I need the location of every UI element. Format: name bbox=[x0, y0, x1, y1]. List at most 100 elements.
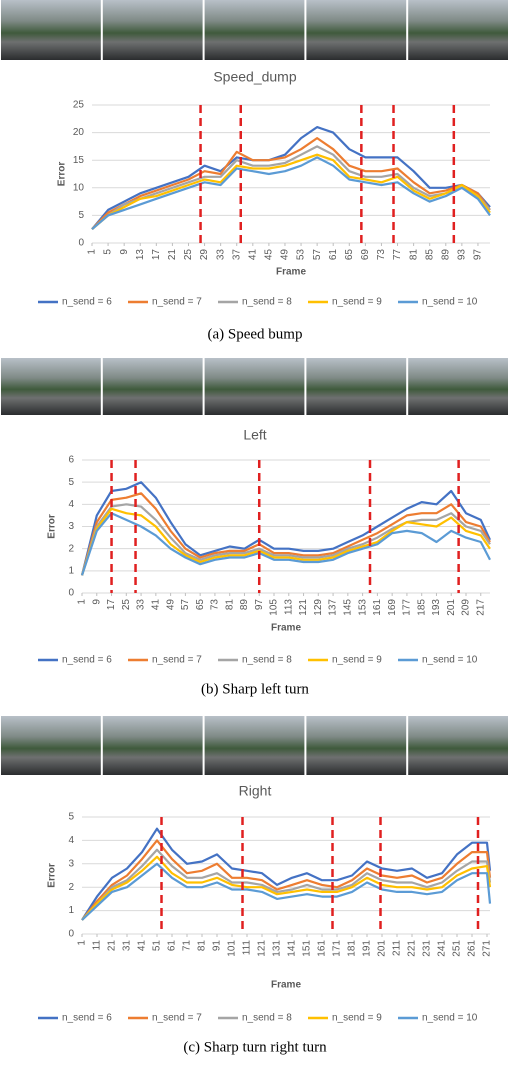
y-axis-label: Error bbox=[57, 162, 68, 187]
x-tick-label: 141 bbox=[287, 940, 298, 957]
series-line bbox=[81, 848, 492, 921]
y-axis-label: Error bbox=[47, 514, 58, 539]
series-line bbox=[91, 137, 491, 230]
x-tick-label: 21 bbox=[107, 940, 118, 952]
x-tick-label: 81 bbox=[224, 599, 235, 611]
x-tick-label: 73 bbox=[210, 599, 221, 611]
legend-label: n_send = 7 bbox=[152, 297, 202, 308]
legend-label: n_send = 7 bbox=[152, 1013, 202, 1024]
x-tick-label: 241 bbox=[437, 940, 448, 957]
caption: (b) Sharp left turn bbox=[201, 681, 309, 697]
x-tick-label: 31 bbox=[122, 940, 133, 952]
x-tick-label: 121 bbox=[298, 599, 309, 616]
x-tick-label: 221 bbox=[407, 940, 418, 957]
x-tick-label: 181 bbox=[347, 940, 358, 957]
x-tick-label: 33 bbox=[136, 599, 147, 611]
x-tick-label: 145 bbox=[342, 599, 353, 616]
frame-image bbox=[1, 716, 101, 775]
x-tick-label: 25 bbox=[183, 249, 194, 261]
frame-image bbox=[408, 0, 508, 60]
chart-title: Right bbox=[239, 783, 272, 799]
x-tick-label: 97 bbox=[473, 249, 484, 261]
y-tick-label: 20 bbox=[73, 127, 85, 138]
series-line bbox=[80, 512, 491, 576]
x-tick-label: 91 bbox=[212, 940, 223, 952]
x-tick-label: 171 bbox=[332, 940, 343, 957]
x-tick-label: 137 bbox=[328, 599, 339, 616]
x-tick-label: 13 bbox=[135, 249, 146, 261]
x-tick-label: 61 bbox=[328, 249, 339, 261]
chart-title: Left bbox=[243, 427, 266, 443]
x-tick-label: 41 bbox=[137, 940, 148, 952]
x-tick-label: 97 bbox=[254, 599, 265, 611]
legend-label: n_send = 6 bbox=[62, 655, 112, 666]
x-tick-label: 201 bbox=[377, 940, 388, 957]
x-axis-label: Frame bbox=[276, 267, 306, 278]
x-tick-label: 217 bbox=[475, 599, 486, 616]
x-axis-label: Frame bbox=[271, 623, 301, 634]
x-tick-label: 169 bbox=[387, 599, 398, 616]
x-tick-label: 261 bbox=[467, 940, 478, 957]
x-tick-label: 89 bbox=[239, 599, 250, 611]
x-tick-label: 1 bbox=[87, 249, 98, 255]
x-tick-label: 25 bbox=[121, 599, 132, 611]
y-tick-label: 5 bbox=[78, 210, 84, 221]
frame-image bbox=[306, 358, 407, 415]
frame-image bbox=[306, 0, 407, 60]
series-line bbox=[91, 126, 491, 230]
series-line bbox=[80, 492, 491, 576]
x-tick-label: 121 bbox=[257, 940, 268, 957]
x-tick-label: 21 bbox=[167, 249, 178, 261]
x-tick-label: 11 bbox=[92, 940, 103, 951]
x-tick-label: 1 bbox=[77, 599, 88, 605]
x-tick-label: 85 bbox=[424, 249, 435, 261]
x-tick-label: 65 bbox=[195, 599, 206, 611]
frame-image bbox=[204, 716, 305, 775]
y-tick-label: 0 bbox=[68, 929, 74, 940]
x-tick-label: 81 bbox=[408, 249, 419, 261]
y-tick-label: 4 bbox=[68, 835, 74, 846]
x-tick-label: 41 bbox=[247, 249, 258, 261]
legend-label: n_send = 6 bbox=[62, 297, 112, 308]
legend-label: n_send = 9 bbox=[332, 1013, 382, 1024]
x-tick-label: 89 bbox=[440, 249, 451, 261]
x-tick-label: 81 bbox=[197, 940, 208, 952]
x-tick-label: 57 bbox=[312, 249, 323, 261]
legend-label: n_send = 7 bbox=[152, 655, 202, 666]
legend-label: n_send = 6 bbox=[62, 1013, 112, 1024]
series-line bbox=[81, 827, 492, 921]
x-tick-label: 1 bbox=[77, 940, 88, 946]
x-tick-label: 49 bbox=[280, 249, 291, 261]
legend-label: n_send = 10 bbox=[422, 1013, 478, 1024]
frame-image bbox=[1, 358, 101, 415]
y-tick-label: 6 bbox=[68, 455, 74, 466]
series-line bbox=[81, 839, 492, 921]
y-tick-label: 3 bbox=[68, 521, 74, 532]
x-tick-label: 93 bbox=[456, 249, 467, 261]
y-tick-label: 1 bbox=[68, 905, 74, 916]
x-tick-label: 33 bbox=[215, 249, 226, 261]
series-line bbox=[80, 481, 491, 576]
x-tick-label: 101 bbox=[227, 940, 238, 957]
legend-label: n_send = 8 bbox=[242, 655, 292, 666]
legend-label: n_send = 10 bbox=[422, 297, 478, 308]
x-tick-label: 209 bbox=[461, 599, 472, 616]
x-tick-label: 77 bbox=[392, 249, 403, 261]
x-tick-label: 61 bbox=[167, 940, 178, 952]
x-tick-label: 111 bbox=[242, 940, 253, 956]
x-tick-label: 45 bbox=[264, 249, 275, 261]
series-line bbox=[81, 862, 492, 921]
x-tick-label: 153 bbox=[357, 599, 368, 616]
x-tick-label: 57 bbox=[180, 599, 191, 611]
frame-image bbox=[408, 716, 508, 775]
x-tick-label: 161 bbox=[372, 599, 383, 616]
x-tick-label: 231 bbox=[422, 940, 433, 957]
y-axis-label: Error bbox=[47, 863, 58, 888]
x-tick-label: 201 bbox=[446, 599, 457, 616]
series-line bbox=[91, 156, 491, 231]
x-tick-label: 51 bbox=[152, 940, 163, 952]
legend-label: n_send = 10 bbox=[422, 655, 478, 666]
legend-label: n_send = 8 bbox=[242, 297, 292, 308]
frame-image bbox=[102, 0, 203, 60]
x-tick-label: 29 bbox=[199, 249, 210, 261]
